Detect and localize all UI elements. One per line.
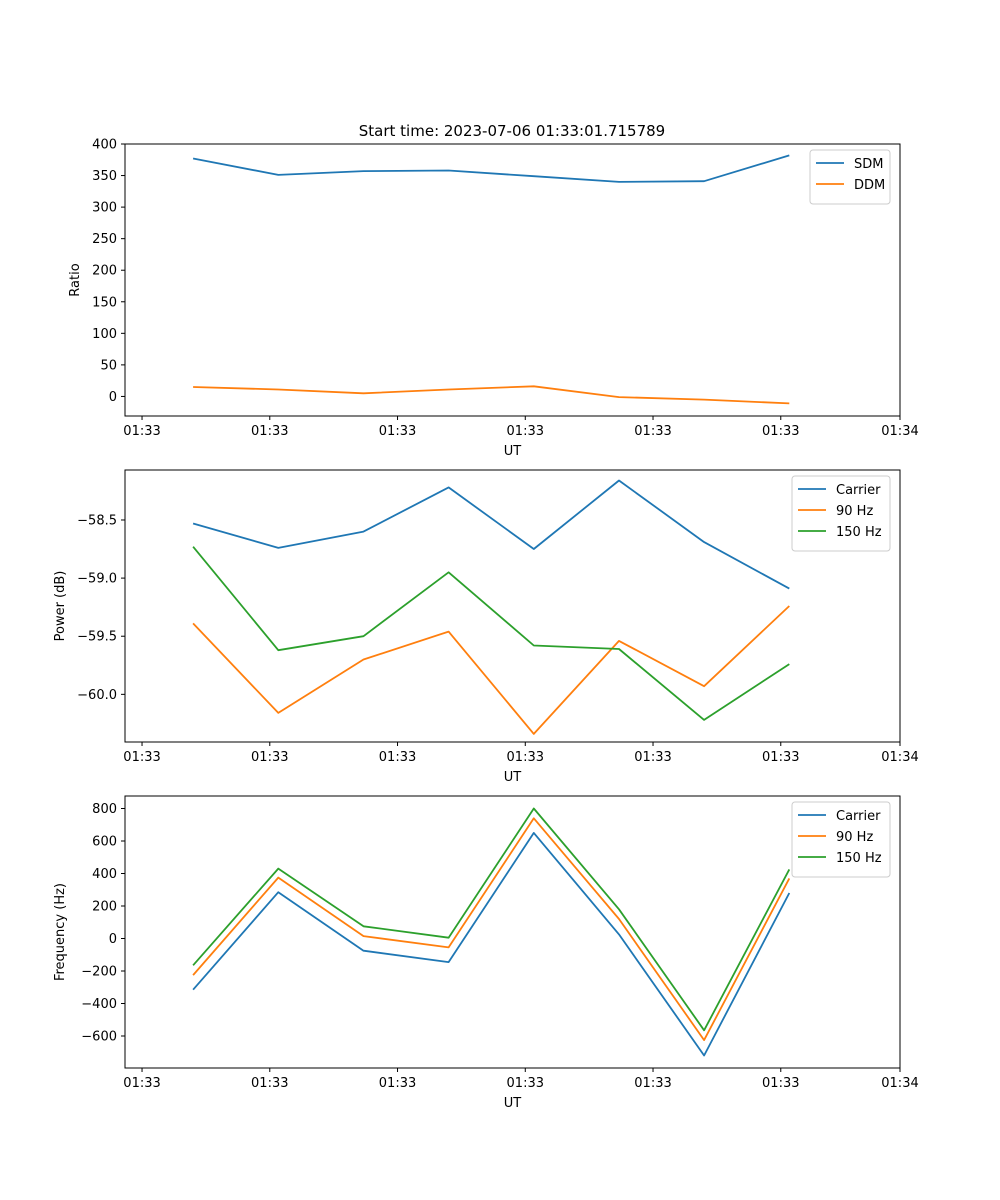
series-line-90-hz	[192, 817, 791, 1041]
y-tick-label: 800	[92, 802, 117, 817]
x-tick-label: 01:33	[507, 750, 544, 765]
x-tick-label: 01:33	[634, 1076, 671, 1091]
x-tick-label: 01:33	[762, 1076, 799, 1091]
y-tick-label: 100	[92, 327, 117, 342]
series-line-ddm	[193, 385, 790, 405]
x-tick-label: 01:33	[507, 424, 544, 439]
x-tick-label: 01:33	[379, 424, 416, 439]
legend-label: 150 Hz	[836, 525, 882, 540]
x-axis-label: UT	[504, 1096, 522, 1111]
y-tick-label: 250	[92, 232, 117, 247]
x-tick-label: 01:33	[123, 424, 160, 439]
x-tick-label: 01:33	[507, 1076, 544, 1091]
axes-frame	[124, 143, 901, 417]
y-tick-label: 400	[92, 867, 117, 882]
x-tick-label: 01:33	[379, 1076, 416, 1091]
axes-frame	[124, 469, 901, 743]
series-line-150-hz	[192, 807, 791, 1032]
x-tick-label: 01:33	[251, 750, 288, 765]
x-tick-label: 01:34	[881, 1076, 918, 1091]
x-tick-label: 01:33	[123, 1076, 160, 1091]
chart-panel-2: 01:33 01:33 01:33 01:33 01:33 01:33 01:34 −58.5…	[53, 469, 919, 785]
x-tick-label: 01:33	[762, 424, 799, 439]
y-tick-label: 0	[109, 390, 117, 405]
y-tick-label: 150	[92, 295, 117, 310]
legend-label: 150 Hz	[836, 851, 882, 866]
x-tick-label: 01:33	[379, 750, 416, 765]
y-tick-label: 200	[92, 900, 117, 915]
legend-label: 90 Hz	[836, 504, 873, 519]
y-tick-label: −58.5	[77, 513, 117, 528]
legend-box	[791, 475, 891, 552]
legend-box	[791, 801, 891, 878]
series-line-sdm	[192, 154, 790, 183]
y-tick-label: 200	[92, 264, 117, 279]
panels: 01:33 01:33 01:33 01:33 01:33 01:33 01:34 0 50 10…	[53, 138, 919, 1112]
series-line-90-hz	[192, 605, 790, 735]
legend-label: Carrier	[836, 809, 881, 824]
y-tick-label: −59.0	[77, 572, 117, 587]
chart-panel-3: 01:33 01:33 01:33 01:33 01:33 01:33 01:34 800 60…	[53, 795, 919, 1111]
y-axis-label: Power (dB)	[53, 571, 68, 642]
y-axis-label: Ratio	[68, 263, 83, 296]
x-tick-label: 01:33	[634, 424, 671, 439]
x-axis-label: UT	[504, 444, 522, 459]
legend-label: SDM	[854, 157, 883, 172]
y-tick-label: −400	[81, 997, 117, 1012]
y-tick-label: 0	[109, 932, 117, 947]
x-tick-label: 01:34	[881, 750, 918, 765]
series-line-150-hz	[192, 546, 790, 721]
axes-frame	[124, 795, 901, 1069]
y-tick-label: 300	[92, 201, 117, 216]
legend: Carrier 90 Hz 150 Hz	[791, 475, 891, 552]
y-tick-label: −60.0	[77, 688, 117, 703]
x-tick-label: 01:34	[881, 424, 918, 439]
y-axis-label: Frequency (Hz)	[53, 883, 68, 981]
legend: Carrier 90 Hz 150 Hz	[791, 801, 891, 878]
x-tick-label: 01:33	[251, 1076, 288, 1091]
series-line-carrier	[192, 832, 791, 1057]
x-axis-label: UT	[504, 770, 522, 785]
legend-label: 90 Hz	[836, 830, 873, 845]
y-tick-label: 400	[92, 138, 117, 153]
series-line-carrier	[192, 479, 790, 590]
y-tick-label: −200	[81, 964, 117, 979]
x-tick-label: 01:33	[123, 750, 160, 765]
x-tick-label: 01:33	[251, 424, 288, 439]
legend: SDM DDM	[809, 149, 891, 205]
y-tick-label: 50	[100, 358, 117, 373]
legend-label: DDM	[854, 178, 885, 193]
x-tick-label: 01:33	[634, 750, 671, 765]
chart-panel-1: 01:33 01:33 01:33 01:33 01:33 01:33 01:34 0 50 10…	[68, 138, 919, 460]
y-tick-label: −600	[81, 1029, 117, 1044]
legend-label: Carrier	[836, 483, 881, 498]
figure-title: Start time: 2023-07-06 01:33:01.715789	[359, 122, 665, 140]
y-tick-label: −59.5	[77, 630, 117, 645]
y-tick-label: 350	[92, 169, 117, 184]
x-tick-label: 01:33	[762, 750, 799, 765]
y-tick-label: 600	[92, 835, 117, 850]
